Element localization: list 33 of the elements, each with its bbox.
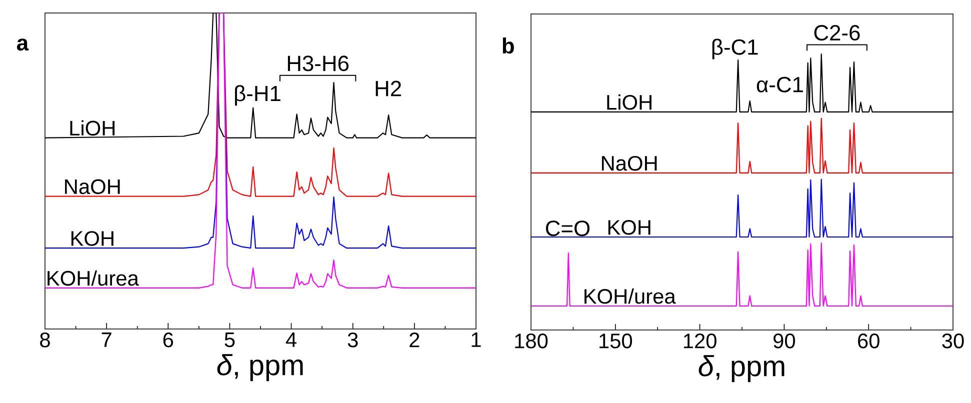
x-tick-label: 4 xyxy=(286,332,296,347)
series-label: LiOH xyxy=(70,120,115,136)
x-tick-label: 90 xyxy=(774,334,796,348)
x-tick-label: 180 xyxy=(515,334,548,348)
x-axis-title: δ, ppm xyxy=(698,355,784,382)
annotation: α-C1 xyxy=(756,76,803,92)
x-tick-label: 5 xyxy=(224,332,235,348)
annotation: H2 xyxy=(376,80,401,96)
annotation: β-H1 xyxy=(235,85,280,106)
series-label: NaOH xyxy=(602,156,657,171)
x-tick-label: 7 xyxy=(102,332,112,347)
text: b xyxy=(502,38,514,54)
x-tick-label: 3 xyxy=(348,332,358,348)
annotation: H3-H6 xyxy=(288,56,349,72)
series-label: KOH/urea xyxy=(48,270,139,286)
x-tick-label: 150 xyxy=(600,334,632,348)
series-label: KOH xyxy=(71,231,114,246)
text: a xyxy=(16,38,29,51)
x-tick-label: 60 xyxy=(858,334,880,348)
x-tick-label: 120 xyxy=(684,334,716,348)
x-tick-label: 8 xyxy=(40,332,50,348)
x-axis-title: δ, ppm xyxy=(217,354,303,382)
annotation: β-C1 xyxy=(712,38,758,60)
x-tick-label: 2 xyxy=(410,332,420,348)
x-tick-label: 30 xyxy=(942,334,964,348)
x-tick-label: 1 xyxy=(472,332,481,347)
series-label: KOH xyxy=(608,220,650,235)
series-label: KOH/urea xyxy=(584,288,676,304)
x-tick-label: 6 xyxy=(163,332,174,348)
series-label: NaOH xyxy=(65,179,120,194)
series-label: LiOH xyxy=(607,94,652,110)
text: C2-6 xyxy=(814,25,860,41)
annotation: C=O xyxy=(546,220,590,236)
